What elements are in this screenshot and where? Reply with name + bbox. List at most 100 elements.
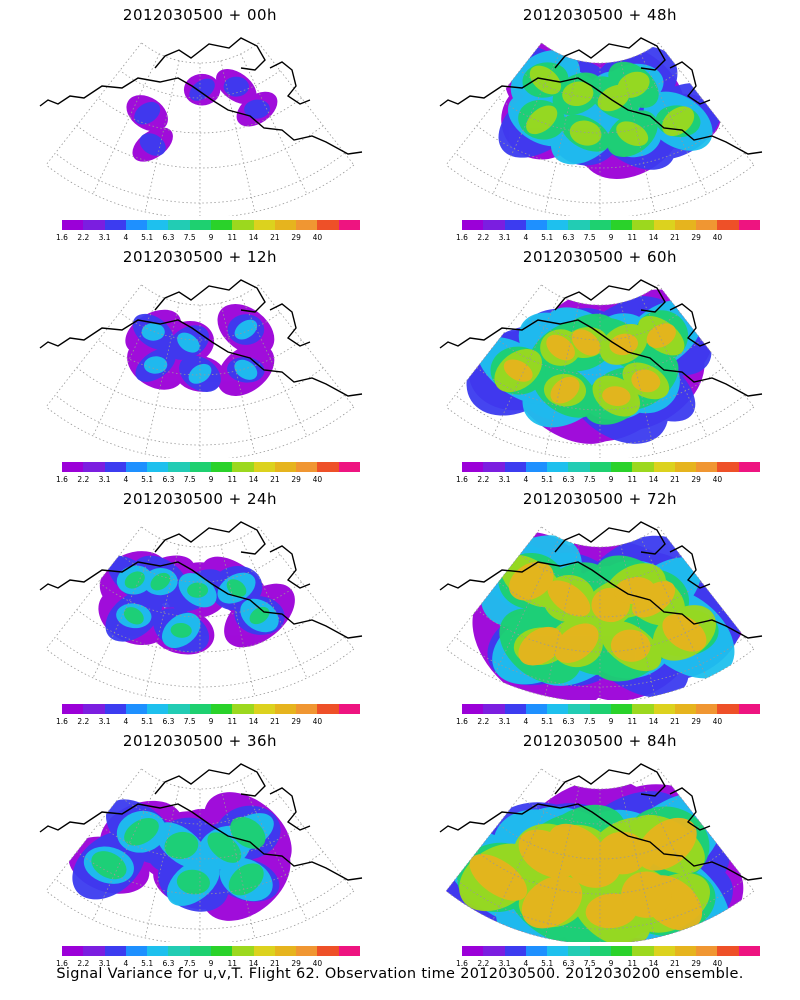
colorbar-label: 2.2 (77, 959, 90, 968)
variance-blob (230, 816, 266, 849)
latitude-line (141, 284, 259, 306)
latitude-line (445, 890, 755, 942)
colorbar-swatch (462, 462, 484, 472)
colorbar-label: 3.1 (498, 959, 511, 968)
colorbar-swatch (232, 704, 254, 714)
colorbar-swatch (210, 220, 233, 230)
colorbar-label: 5.1 (141, 959, 154, 968)
longitude-line (92, 537, 160, 679)
coastline (439, 279, 763, 397)
colorbar-swatch (547, 462, 569, 472)
colorbar-label: 2.2 (477, 717, 490, 726)
longitude-line (544, 786, 580, 938)
colorbar-swatch (653, 704, 675, 714)
colorbar-label: 6.3 (562, 959, 575, 968)
colorbar-label: 21 (670, 959, 680, 968)
colorbar-labels: 1.6 2.2 3.1 4 5.1 6.3 7.5 9 11 14 21 29 40 (52, 233, 372, 243)
colorbar (62, 462, 360, 472)
latitude-line (498, 581, 702, 618)
colorbar-swatch (589, 946, 611, 956)
colorbar-swatch (338, 704, 360, 714)
variance-blob (609, 333, 639, 356)
variance-blob (249, 606, 270, 625)
colorbar-swatch (338, 462, 360, 472)
colorbar-label: 7.5 (183, 233, 196, 242)
variance-layer (469, 817, 703, 931)
variance-blob (189, 78, 215, 101)
longitude-line (92, 295, 160, 437)
colorbar-label: 9 (208, 475, 214, 484)
variance-blob (621, 871, 672, 918)
panel-60h: 2012030500 + 60h 1.6 2.2 3.1 4 5.1 6.3 7.5 9 11 1… (400, 242, 800, 484)
variance-blob (164, 831, 199, 860)
colorbar-label: 4 (523, 233, 529, 242)
colorbar-label: 9 (208, 233, 214, 242)
colorbar-swatch (274, 704, 297, 714)
colorbar-swatch (210, 704, 233, 714)
colorbar-label: 9 (208, 959, 214, 968)
colorbar-label: 14 (648, 475, 659, 484)
colorbar-label: 7.5 (583, 959, 596, 968)
variance-blob (228, 863, 264, 896)
colorbar-swatch (296, 704, 318, 714)
colorbar-swatch (717, 946, 739, 956)
colorbar-label: 6.3 (562, 717, 575, 726)
colorbar-label: 7.5 (183, 959, 196, 968)
colorbar-swatch (210, 946, 233, 956)
variance-field (68, 792, 292, 921)
colorbar (62, 704, 360, 714)
colorbar-label: 7.5 (183, 475, 196, 484)
colorbar-label: 40 (712, 717, 723, 726)
latitude-line (45, 406, 355, 458)
variance-field (472, 531, 745, 700)
colorbar-label: 1.6 (56, 717, 68, 726)
colorbar-swatch (104, 946, 126, 956)
longitude-line (658, 526, 755, 650)
variance-map (39, 763, 363, 942)
variance-layer (91, 816, 266, 896)
colorbar-swatch (547, 220, 569, 230)
colorbar-label: 40 (712, 475, 723, 484)
longitude-line (658, 768, 755, 892)
colorbar-swatch (168, 462, 190, 472)
variance-blob (469, 854, 528, 901)
colorbar-label: 29 (291, 475, 301, 484)
latitude-line (498, 97, 702, 134)
colorbar-swatch (589, 220, 611, 230)
colorbar-label: 14 (248, 475, 259, 484)
colorbar-label: 6.3 (162, 717, 175, 726)
longitude-line (45, 526, 142, 650)
colorbar-label: 21 (270, 959, 280, 968)
colorbar-label: 6.3 (562, 233, 575, 242)
variance-blob (503, 359, 533, 382)
colorbar-swatch (125, 946, 148, 956)
colorbar-swatch (696, 704, 718, 714)
variance-blob (631, 369, 661, 393)
variance-field (498, 42, 722, 179)
colorbar-swatch (253, 704, 275, 714)
colorbar-labels: 1.6 2.2 3.1 4 5.1 6.3 7.5 9 11 14 21 29 40 (452, 233, 772, 243)
colorbar-label: 4 (523, 475, 529, 484)
graticule (45, 284, 355, 458)
colorbar-label: 29 (691, 475, 701, 484)
colorbar-swatch (674, 462, 697, 472)
colorbar-swatch (210, 462, 233, 472)
variance-blob (187, 582, 209, 598)
colorbar-label: 21 (670, 717, 680, 726)
colorbar-label: 2.2 (77, 717, 90, 726)
variance-blob (143, 356, 168, 374)
longitude-line (258, 42, 355, 166)
longitude-line (640, 537, 708, 679)
colorbar-label: 1.6 (456, 717, 468, 726)
variance-map (439, 521, 763, 700)
variance-blob (207, 832, 242, 863)
colorbar-label: 1.6 (56, 959, 68, 968)
colorbar-label: 21 (670, 233, 680, 242)
colorbar-swatch (317, 462, 339, 472)
colorbar-label: 11 (627, 233, 638, 242)
variance-blob (637, 817, 697, 871)
panel-title: 2012030500 + 84h (522, 732, 678, 750)
panel-title: 2012030500 + 72h (522, 490, 678, 508)
colorbar-label: 1.6 (456, 233, 468, 242)
colorbar-swatch (632, 704, 654, 714)
